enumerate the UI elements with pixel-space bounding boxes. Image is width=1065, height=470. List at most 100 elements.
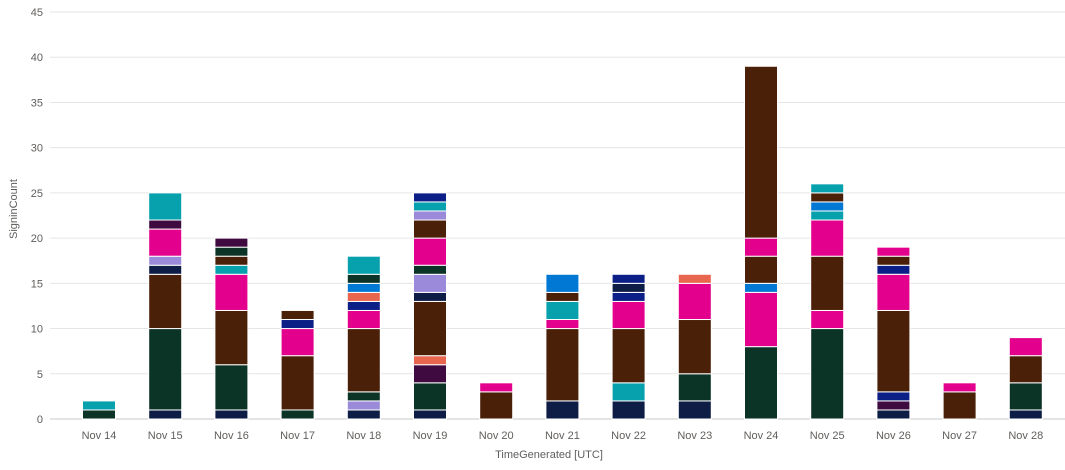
bar-segment[interactable] xyxy=(876,255,911,266)
bar-segment[interactable] xyxy=(214,264,249,275)
bar-segment[interactable] xyxy=(744,65,778,239)
bar-segment[interactable] xyxy=(148,228,183,257)
bar-segment[interactable] xyxy=(611,400,646,420)
x-tick-label: Nov 20 xyxy=(479,430,514,442)
bar-segment[interactable] xyxy=(744,282,778,293)
bar-segment[interactable] xyxy=(677,273,712,284)
bar-segment[interactable] xyxy=(942,391,977,420)
bar-segment[interactable] xyxy=(346,400,381,411)
bar-segment[interactable] xyxy=(148,273,183,330)
bar-segment[interactable] xyxy=(479,391,514,420)
bar-segment[interactable] xyxy=(413,192,447,203)
bar-segment[interactable] xyxy=(214,409,249,420)
bar-segment[interactable] xyxy=(1008,382,1043,411)
bar-segment[interactable] xyxy=(611,273,646,284)
bar-segment[interactable] xyxy=(677,400,712,420)
bar-segment[interactable] xyxy=(148,192,183,221)
bar-segment[interactable] xyxy=(346,391,381,402)
bar-segment[interactable] xyxy=(413,364,447,384)
bar-segment[interactable] xyxy=(82,409,116,420)
bar-segment[interactable] xyxy=(611,300,646,330)
bar-segment[interactable] xyxy=(346,273,381,284)
bar-segment[interactable] xyxy=(611,282,646,293)
bar-segment[interactable] xyxy=(677,282,712,321)
bar-segment[interactable] xyxy=(876,409,911,420)
bar-segment[interactable] xyxy=(346,282,381,293)
bar-segment[interactable] xyxy=(744,291,778,348)
bar-segment[interactable] xyxy=(346,328,381,393)
bar-segment[interactable] xyxy=(810,210,845,221)
y-tick-label: 40 xyxy=(31,52,43,64)
bar-segment[interactable] xyxy=(611,328,646,384)
bar-segment[interactable] xyxy=(346,309,381,330)
bar-segment[interactable] xyxy=(677,373,712,402)
bar-segment[interactable] xyxy=(810,328,845,420)
bar-segment[interactable] xyxy=(545,291,580,302)
bar-segment[interactable] xyxy=(214,237,249,248)
bar-segment[interactable] xyxy=(810,309,845,330)
bar-segment[interactable] xyxy=(744,346,778,420)
bar-segment[interactable] xyxy=(545,319,580,330)
bar-segment[interactable] xyxy=(545,328,580,402)
bar-segment[interactable] xyxy=(280,409,315,420)
bar-segment[interactable] xyxy=(413,264,447,275)
bar-segment[interactable] xyxy=(611,291,646,302)
bar-stack xyxy=(744,65,778,420)
bar-stack xyxy=(810,183,845,420)
bar-segment[interactable] xyxy=(148,255,183,266)
bar-stack xyxy=(82,400,116,420)
bar-segment[interactable] xyxy=(545,273,580,293)
bar-segment[interactable] xyxy=(280,355,315,411)
bar-segment[interactable] xyxy=(810,183,845,194)
bar-segment[interactable] xyxy=(810,255,845,311)
bar-segment[interactable] xyxy=(810,192,845,203)
bar-segment[interactable] xyxy=(413,355,447,366)
bar-segment[interactable] xyxy=(413,291,447,302)
bar-segment[interactable] xyxy=(545,300,580,321)
bar-segment[interactable] xyxy=(346,300,381,311)
bar-segment[interactable] xyxy=(413,273,447,293)
bar-segment[interactable] xyxy=(413,237,447,266)
bar-segment[interactable] xyxy=(413,210,447,221)
bar-segment[interactable] xyxy=(346,291,381,302)
bar-segment[interactable] xyxy=(214,309,249,366)
bar-segment[interactable] xyxy=(677,319,712,375)
bar-segment[interactable] xyxy=(214,246,249,257)
bar-segment[interactable] xyxy=(148,328,183,411)
bar-segment[interactable] xyxy=(413,201,447,212)
bar-segment[interactable] xyxy=(810,219,845,257)
bar-segment[interactable] xyxy=(413,382,447,411)
bar-segment[interactable] xyxy=(82,400,116,411)
bar-segment[interactable] xyxy=(214,364,249,411)
bar-segment[interactable] xyxy=(942,382,977,393)
bar-segment[interactable] xyxy=(214,273,249,311)
bar-segment[interactable] xyxy=(744,237,778,257)
bar-segment[interactable] xyxy=(1008,355,1043,384)
bar-segment[interactable] xyxy=(545,400,580,420)
bar-segment[interactable] xyxy=(876,264,911,275)
bar-segment[interactable] xyxy=(744,255,778,284)
bar-segment[interactable] xyxy=(214,255,249,266)
bar-segment[interactable] xyxy=(876,400,911,411)
bar-segment[interactable] xyxy=(346,255,381,275)
bar-segment[interactable] xyxy=(280,328,315,357)
bar-segment[interactable] xyxy=(1008,409,1043,420)
bar-segment[interactable] xyxy=(876,246,911,257)
bar-segment[interactable] xyxy=(148,264,183,275)
bar-segment[interactable] xyxy=(280,319,315,330)
bar-segment[interactable] xyxy=(876,273,911,311)
bar-segment[interactable] xyxy=(413,300,447,357)
bar-segment[interactable] xyxy=(479,382,514,393)
bar-segment[interactable] xyxy=(611,382,646,402)
bar-segment[interactable] xyxy=(148,409,183,420)
bar-segment[interactable] xyxy=(810,201,845,212)
bar-segment[interactable] xyxy=(413,409,447,420)
bar-segment[interactable] xyxy=(876,391,911,402)
bar-segment[interactable] xyxy=(1008,337,1043,357)
bar-segment[interactable] xyxy=(346,409,381,420)
bar-segment[interactable] xyxy=(280,309,315,321)
x-tick-label: Nov 14 xyxy=(82,430,117,442)
bar-segment[interactable] xyxy=(413,219,447,239)
bar-segment[interactable] xyxy=(148,219,183,230)
bar-segment[interactable] xyxy=(876,309,911,393)
